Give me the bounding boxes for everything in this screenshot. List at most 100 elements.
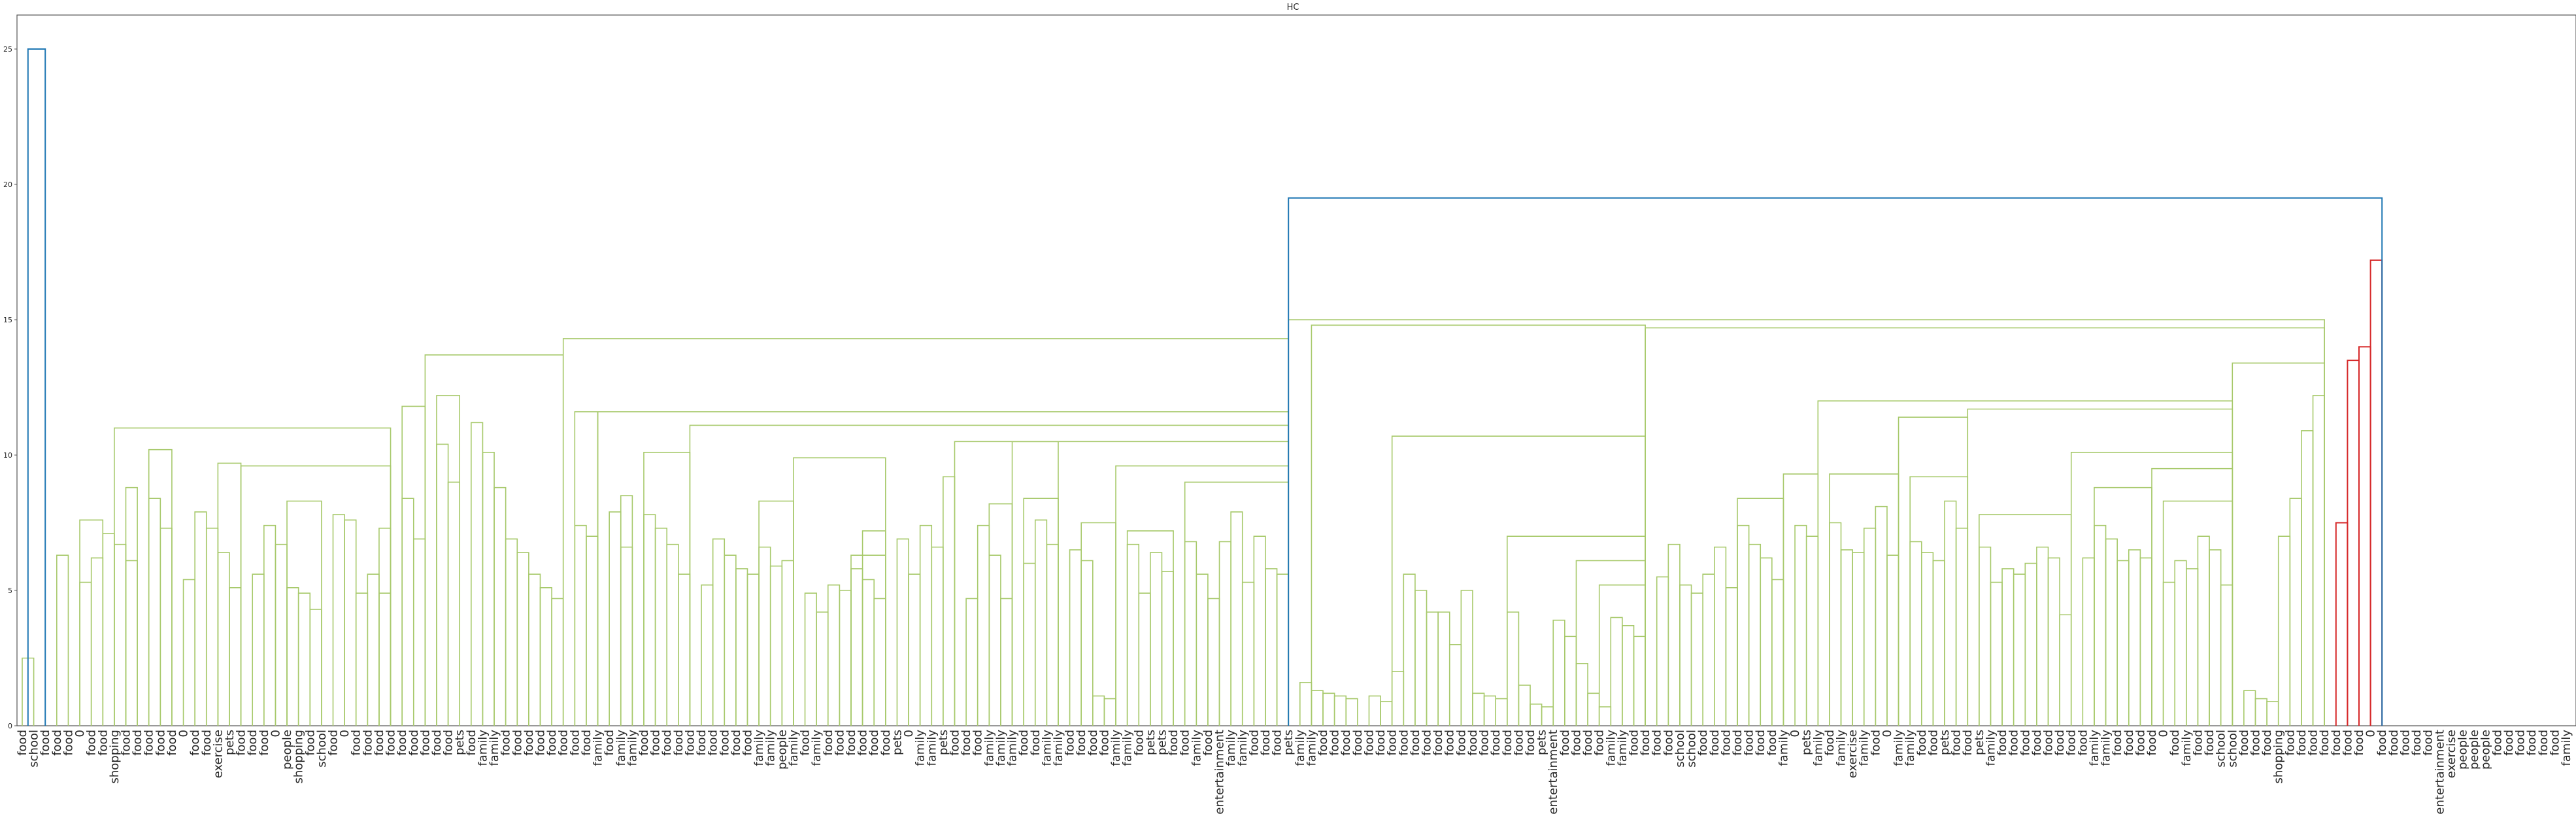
leaf-label: food xyxy=(2490,730,2504,756)
dendrogram-link xyxy=(1909,541,1922,726)
dendrogram-link xyxy=(1126,530,1174,726)
leaf-label: pets xyxy=(1535,730,1549,755)
dendrogram-link xyxy=(2243,690,2256,726)
leaf-label: family xyxy=(1236,730,1250,766)
leaf-label: food xyxy=(1996,730,2009,756)
dendrogram-link xyxy=(2186,568,2199,726)
dendrogram-link xyxy=(182,579,195,726)
dendrogram-link xyxy=(678,573,691,726)
dendrogram-link xyxy=(1080,522,1116,726)
dendrogram-link xyxy=(1771,579,1784,726)
leaf-label: food xyxy=(1696,730,1710,756)
leaf-label: family xyxy=(1121,730,1135,766)
leaf-label: family xyxy=(1190,730,1203,766)
leaf-label: food xyxy=(1271,730,1284,756)
leaf-label: food xyxy=(533,730,547,756)
dendrogram-link xyxy=(378,527,392,726)
leaf-label: food xyxy=(2203,730,2216,756)
leaf-label: food xyxy=(154,730,167,756)
leaf-label: 0 xyxy=(338,730,352,737)
dendrogram-link xyxy=(332,514,345,726)
dendrogram-link xyxy=(2358,346,2371,726)
dendrogram-link xyxy=(1472,692,1485,726)
leaf-label: family xyxy=(982,730,996,766)
dendrogram-link xyxy=(1046,543,1059,726)
dendrogram-link xyxy=(919,524,933,726)
leaf-label: 0 xyxy=(1881,730,1894,737)
dendrogram-link xyxy=(1622,625,1635,726)
dendrogram-link xyxy=(1507,611,1520,726)
leaf-label: food xyxy=(741,730,754,756)
dendrogram-link xyxy=(931,546,944,726)
leaf-label: 0 xyxy=(1788,730,1802,737)
dendrogram-link xyxy=(344,519,357,726)
leaf-label: food xyxy=(2249,730,2263,756)
y-tick-label: 10 xyxy=(3,451,12,460)
dendrogram-link xyxy=(2162,581,2176,726)
leaf-label: food xyxy=(1328,730,1342,756)
dendrogram-link xyxy=(816,611,829,726)
dendrogram-link xyxy=(1322,692,1335,726)
leaf-label: food xyxy=(2387,730,2401,756)
dendrogram-link xyxy=(1690,592,1703,726)
leaf-label: school xyxy=(27,730,41,768)
leaf-label: family xyxy=(925,730,939,766)
dendrogram-link xyxy=(861,579,875,726)
dendrogram-link xyxy=(148,498,161,726)
leaf-label: food xyxy=(1754,730,1767,756)
leaf-label: food xyxy=(2548,730,2562,756)
leaf-label: food xyxy=(1926,730,1940,756)
leaf-label: food xyxy=(1628,730,1641,756)
leaf-label: food xyxy=(557,730,571,756)
dendrogram-link xyxy=(1541,706,1554,726)
leaf-label: family xyxy=(994,730,1008,766)
leaf-label: food xyxy=(39,730,52,756)
leaf-label: food xyxy=(2030,730,2044,756)
dendrogram-links xyxy=(22,48,2383,726)
dendrogram-link xyxy=(1000,598,1013,726)
dendrogram-link xyxy=(1875,505,1888,726)
leaf-label: food xyxy=(2111,730,2124,756)
leaf-label: food xyxy=(545,730,559,756)
leaf-label: food xyxy=(1167,730,1180,756)
dendrogram-link xyxy=(701,584,714,726)
dendrogram-link xyxy=(666,543,679,726)
dendrogram-link xyxy=(1483,695,1496,726)
leaf-label: exercise xyxy=(2445,730,2458,778)
leaf-label: food xyxy=(2341,730,2354,756)
dendrogram-link xyxy=(1748,543,1762,726)
dendrogram-link xyxy=(1679,584,1692,726)
dendrogram-link xyxy=(551,598,564,726)
dendrogram-link xyxy=(493,486,507,726)
leaf-label: food xyxy=(258,730,271,756)
dendrogram-link xyxy=(609,511,622,726)
leaf-label: food xyxy=(465,730,478,756)
dendrogram-link xyxy=(148,449,173,726)
dendrogram-link xyxy=(2220,584,2233,726)
leaf-label: food xyxy=(200,730,214,756)
dendrogram-link xyxy=(2094,524,2107,726)
leaf-label: food xyxy=(2375,730,2389,756)
leaf-label: shopping xyxy=(2272,730,2286,784)
leaf-label: food xyxy=(856,730,870,756)
leaf-label: food xyxy=(188,730,202,756)
leaf-label: family xyxy=(1006,730,1020,766)
dendrogram-link xyxy=(286,500,322,726)
dendrogram-link xyxy=(1241,581,1255,726)
dendrogram-link xyxy=(1932,560,1945,726)
leaf-label: family xyxy=(1777,730,1790,766)
dendrogram-link xyxy=(205,527,219,726)
leaf-label: shopping xyxy=(108,730,122,784)
dendrogram-link xyxy=(1587,692,1600,726)
dendrogram-link xyxy=(1495,698,1508,726)
dendrogram-link xyxy=(1380,700,1393,726)
leaf-label: food xyxy=(2422,730,2435,756)
leaf-label: food xyxy=(395,730,409,756)
leaf-label: food xyxy=(1593,730,1607,756)
leaf-label: pets xyxy=(1282,730,1296,755)
leaf-label: food xyxy=(61,730,75,756)
leaf-label: food xyxy=(1247,730,1261,756)
dendrogram-link xyxy=(1760,557,1773,726)
dendrogram-link xyxy=(114,427,392,726)
dendrogram-link xyxy=(2094,486,2152,726)
